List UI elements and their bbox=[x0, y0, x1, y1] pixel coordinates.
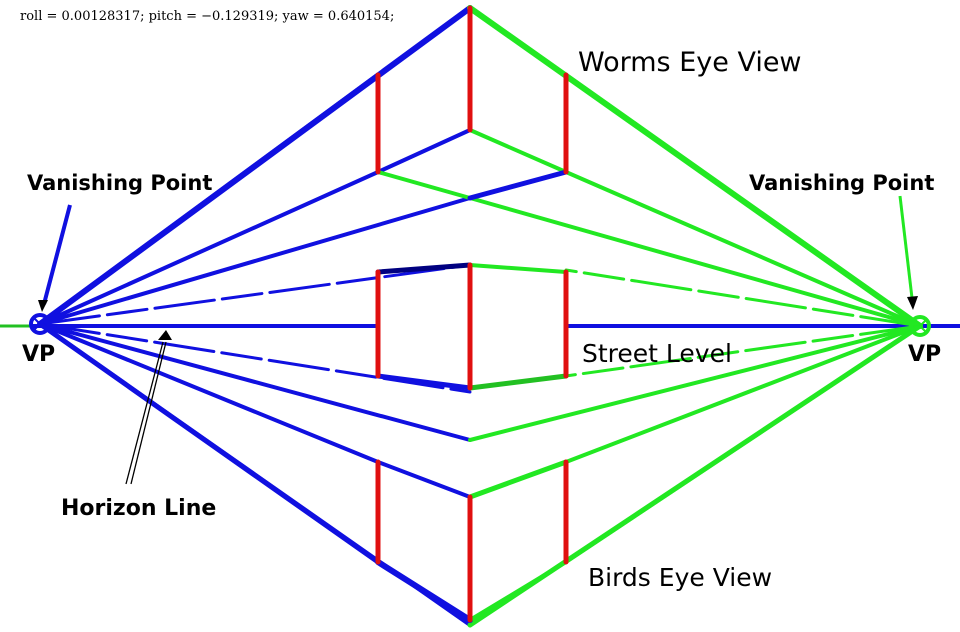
right-vp-arrow bbox=[898, 195, 918, 310]
horizon-line-arrow bbox=[125, 330, 172, 485]
birds-eye-box bbox=[375, 459, 569, 623]
right-vp-construction-lines bbox=[467, 5, 923, 628]
camera-parameters-text: roll = 0.00128317; pitch = −0.129319; ya… bbox=[20, 9, 394, 24]
street-level-box bbox=[375, 262, 569, 391]
worms-eye-box bbox=[375, 5, 569, 201]
worms-eye-view-label: Worms Eye View bbox=[578, 47, 802, 78]
left-vanishing-point-label: Vanishing Point bbox=[27, 171, 212, 195]
right-vanishing-point-marker bbox=[909, 315, 931, 337]
left-vanishing-point-marker bbox=[29, 313, 51, 335]
street-level-label: Street Level bbox=[582, 339, 732, 368]
birds-eye-view-label: Birds Eye View bbox=[588, 563, 772, 592]
left-vp-construction-lines bbox=[37, 5, 473, 627]
horizon-line-label: Horizon Line bbox=[61, 496, 216, 521]
right-vanishing-point-label: Vanishing Point bbox=[749, 171, 934, 195]
left-vp-abbrev-label: VP bbox=[22, 342, 55, 367]
right-vp-abbrev-label: VP bbox=[908, 342, 941, 367]
left-vp-arrow bbox=[38, 204, 72, 312]
